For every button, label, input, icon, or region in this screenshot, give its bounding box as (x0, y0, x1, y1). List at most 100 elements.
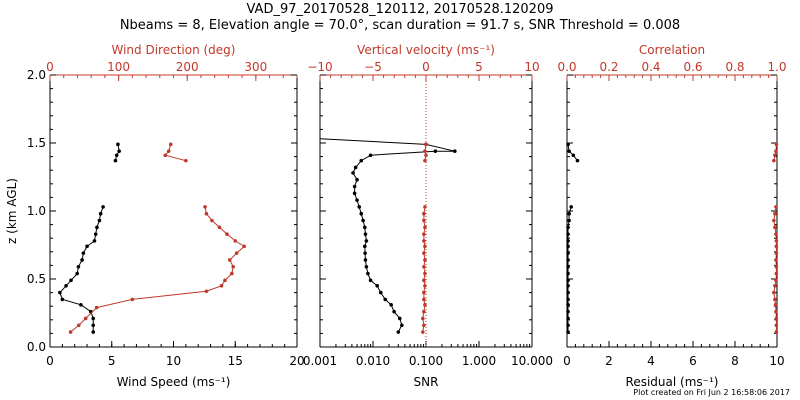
data-point-black (566, 303, 570, 307)
data-point-red (422, 323, 426, 328)
x-top-tick-label: 0.0 (557, 60, 576, 74)
data-point-red (204, 289, 209, 294)
data-point-red (774, 232, 778, 236)
series-line-red (773, 144, 777, 161)
x-bottom-tick-label: 4 (647, 354, 655, 368)
x-top-tick-label: 300 (244, 60, 267, 74)
x-bottom-tick-label: 0 (46, 354, 54, 368)
data-point-red (422, 232, 426, 236)
data-point-black (566, 278, 570, 283)
data-point-red (422, 290, 426, 295)
data-point-red (422, 264, 426, 269)
data-point-red (773, 153, 777, 158)
series-line-black (115, 144, 120, 161)
x-top-tick-label: −10 (307, 60, 332, 74)
data-point-black (101, 205, 105, 209)
chart-subtitle: Nbeams = 8, Elevation angle = 70.0°, sca… (119, 18, 681, 33)
data-point-black (91, 316, 96, 321)
data-point-black (375, 284, 379, 288)
data-point-black (566, 316, 570, 321)
data-point-black (75, 271, 79, 276)
data-point-red (772, 218, 776, 223)
data-point-black (397, 316, 402, 321)
data-point-red (774, 309, 778, 314)
x-top-tick-label: −5 (364, 60, 382, 74)
data-point-red (227, 258, 232, 262)
data-point-red (774, 264, 779, 269)
data-point-black (566, 251, 570, 255)
data-point-black (114, 153, 119, 158)
data-point-red (203, 205, 207, 209)
data-point-black (359, 158, 364, 163)
data-point-black (81, 251, 86, 255)
data-point-red (83, 316, 88, 321)
data-point-red (774, 316, 779, 321)
data-point-black (575, 158, 580, 163)
data-point-black (368, 278, 373, 283)
y-tick-label: 2.0 (27, 68, 46, 82)
x-bottom-tick-label: 20 (289, 354, 304, 368)
x-bottom-tick-label: 0.010 (356, 354, 390, 368)
data-point-black (383, 297, 388, 302)
data-point-red (774, 278, 778, 283)
x-top-tick-label: 0.8 (725, 60, 744, 74)
data-point-red (225, 232, 229, 236)
data-point-red (204, 211, 209, 216)
data-point-black (97, 218, 102, 223)
data-point-black (113, 158, 118, 163)
data-point-black (571, 153, 576, 158)
data-point-black (392, 309, 396, 314)
data-point-black (79, 303, 83, 307)
data-point-black (566, 264, 570, 269)
data-point-black (364, 264, 369, 269)
data-point-red (422, 211, 426, 216)
data-point-black (433, 149, 438, 153)
data-point-black (92, 239, 97, 243)
y-tick-label: 1.0 (27, 204, 46, 218)
data-point-black (353, 165, 358, 170)
data-point-black (366, 271, 370, 276)
data-point-black (117, 149, 121, 153)
data-point-red (774, 205, 778, 209)
x-top-axis-label: Correlation (639, 43, 705, 57)
data-point-black (566, 290, 570, 295)
data-point-black (566, 239, 570, 243)
data-point-red (773, 303, 778, 307)
data-point-black (361, 218, 365, 223)
data-point-black (363, 232, 368, 236)
data-point-black (389, 303, 393, 307)
data-point-red (184, 158, 188, 163)
plot-footer: Plot created on Fri Jun 2 16:58:06 2017 (633, 388, 790, 397)
series-line-black (567, 144, 578, 162)
x-bottom-tick-label: 1.000 (462, 354, 496, 368)
data-point-red (774, 258, 778, 262)
data-point-black (355, 177, 359, 182)
data-point-red (421, 330, 425, 334)
data-point-red (774, 251, 779, 255)
data-point-red (219, 284, 224, 288)
data-point-black (566, 284, 570, 288)
data-point-red (210, 218, 214, 223)
data-point-red (423, 258, 427, 262)
data-point-black (566, 297, 570, 302)
y-tick-label: 0.5 (27, 272, 46, 286)
data-point-black (355, 198, 359, 202)
x-bottom-tick-label: 10.000 (511, 354, 553, 368)
chart-title: VAD_97_20170528_120112, 20170528.120209 (246, 2, 554, 17)
x-bottom-axis-label: SNR (414, 375, 439, 389)
data-point-red (422, 239, 426, 243)
data-point-red (217, 225, 222, 230)
data-point-red (774, 323, 779, 328)
data-point-red (423, 225, 427, 230)
data-point-red (234, 251, 239, 255)
data-point-red (773, 297, 777, 302)
data-point-red (422, 278, 426, 283)
data-point-red (424, 142, 428, 147)
data-point-black (95, 225, 99, 230)
x-top-axis-label: Wind Direction (deg) (112, 43, 236, 57)
data-point-black (566, 309, 570, 314)
data-point-red (774, 271, 779, 276)
data-point-black (359, 211, 364, 216)
data-point-black (80, 258, 84, 262)
